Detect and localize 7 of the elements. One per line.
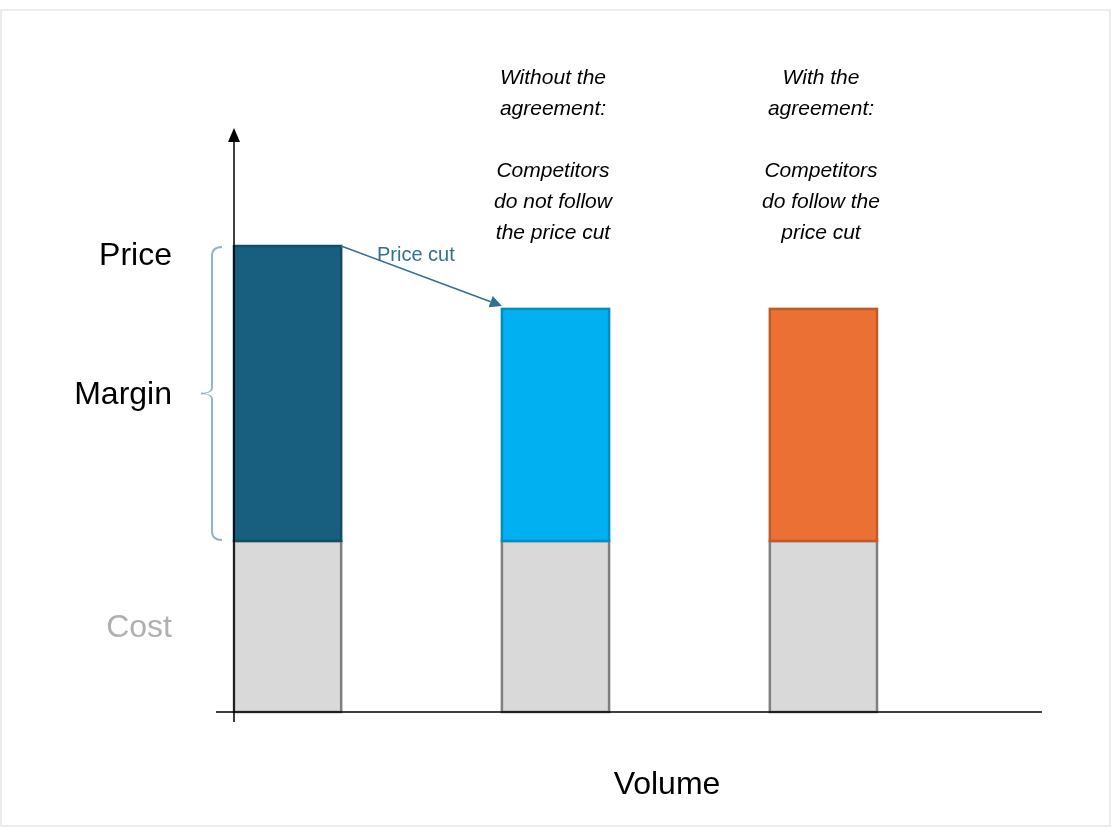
- annotation: Price cut: [377, 243, 456, 265]
- series-label: Margin: [74, 375, 172, 412]
- text: Without the agreement: Competitors do not follow the price cut: [494, 65, 612, 243]
- text: With the agreement: Competitors do follow the price cut: [762, 65, 880, 243]
- text: Price: [99, 236, 172, 272]
- series-label: Cost: [106, 608, 173, 645]
- x-axis-title: Volume: [613, 765, 721, 801]
